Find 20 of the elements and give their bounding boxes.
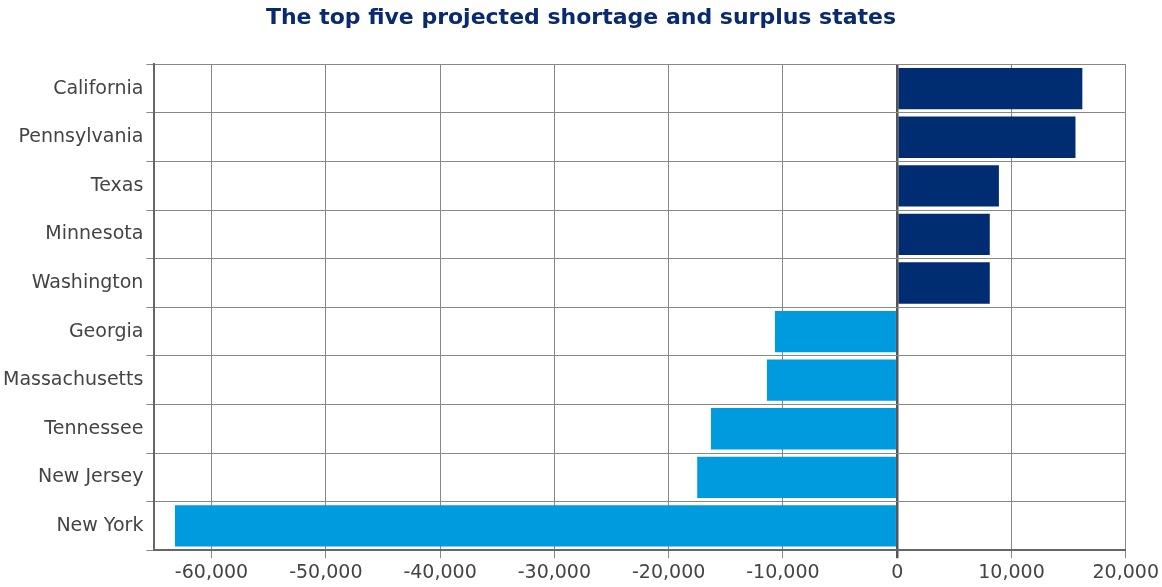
y-tick-label: Minnesota (45, 221, 144, 244)
y-tick-label: New York (56, 512, 144, 535)
y-tick-label: Washington (31, 269, 144, 292)
x-tick-label: -40,000 (403, 559, 477, 582)
x-tick-label: -30,000 (517, 559, 592, 582)
y-tick-label: Texas (89, 172, 144, 195)
x-tick-label: 0 (891, 559, 904, 582)
chart-title: The top five projected shortage and surplus states (264, 4, 898, 29)
x-tick-label: -10,000 (746, 559, 820, 582)
y-tick-label: California (53, 75, 144, 98)
y-tick-label: New Jersey (37, 464, 144, 487)
x-tick-label: -50,000 (289, 559, 363, 582)
x-tick-label: 10,000 (978, 559, 1045, 582)
x-tick-label: -20,000 (631, 559, 706, 582)
y-tick-label: Tennessee (43, 415, 144, 438)
x-tick-label: 20,000 (1092, 559, 1159, 582)
y-tick-label: Georgia (68, 318, 144, 341)
x-tick-label: -60,000 (174, 559, 249, 582)
y-tick-label: Pennsylvania (18, 124, 144, 147)
y-tick-label: Massachusetts (2, 367, 144, 390)
